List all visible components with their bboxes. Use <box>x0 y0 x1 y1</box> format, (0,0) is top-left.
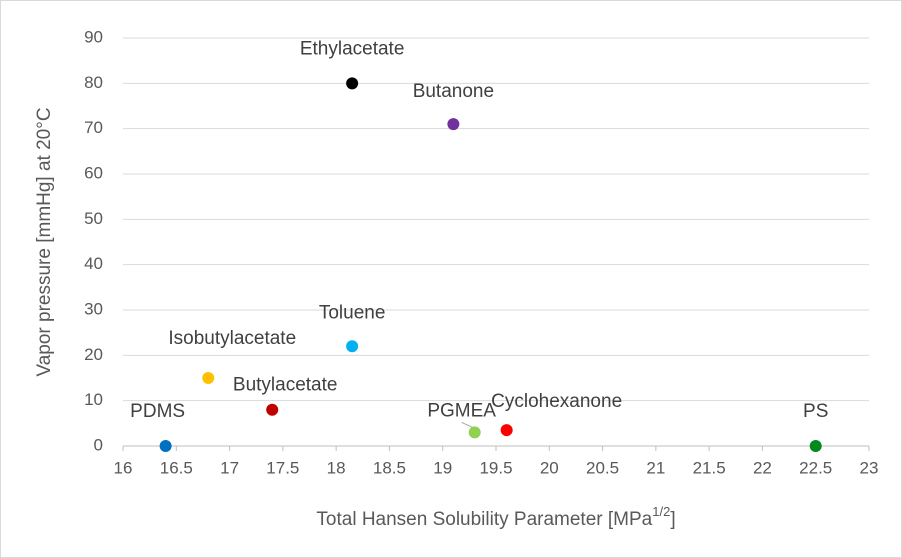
leader-line <box>461 421 473 428</box>
x-tick-label: 19 <box>433 458 452 477</box>
y-axis-title: Vapor pressure [mmHg] at 20°C <box>34 107 55 376</box>
x-tick-label: 18 <box>327 458 346 477</box>
point-label: Butylacetate <box>233 375 338 396</box>
y-tick-label: 0 <box>94 435 103 454</box>
point <box>159 440 172 452</box>
y-tick-label: 40 <box>84 254 103 273</box>
x-axis-title-main: Total Hansen Solubility Parameter [MPa <box>316 509 652 530</box>
y-tick-label: 60 <box>84 163 103 182</box>
x-tick-label: 21 <box>646 458 665 477</box>
x-axis-title-sup: 1/2 <box>652 504 670 519</box>
y-tick-label: 10 <box>84 390 103 409</box>
y-tick-label: 20 <box>84 345 103 364</box>
x-tick-label: 16.5 <box>160 458 193 477</box>
x-tick-label: 17.5 <box>266 458 299 477</box>
point-label: Isobutylacetate <box>168 328 296 349</box>
x-axis-title-end: ] <box>670 509 675 530</box>
point <box>468 426 481 439</box>
x-tick-label: 18.5 <box>373 458 406 477</box>
x-tick-label: 21.5 <box>693 458 726 477</box>
point <box>346 340 359 353</box>
point-label: PS <box>803 401 828 422</box>
point-label: Cyclohexanone <box>491 391 622 412</box>
x-tick-label: 17 <box>220 458 239 477</box>
y-tick-label: 30 <box>84 299 103 318</box>
y-tick-label: 50 <box>84 209 103 228</box>
point <box>447 118 460 131</box>
point <box>202 372 215 384</box>
x-tick-label: 22 <box>753 458 772 477</box>
x-tick-label: 23 <box>860 458 879 477</box>
point <box>809 440 822 452</box>
y-tick-label: 90 <box>84 27 103 46</box>
x-tick-label: 20.5 <box>586 458 619 477</box>
point <box>500 424 513 437</box>
y-tick-label: 70 <box>84 118 103 137</box>
y-tick-label: 80 <box>84 73 103 92</box>
point-label: Ethylacetate <box>300 38 405 59</box>
x-axis-title: Total Hansen Solubility Parameter [MPa1/… <box>316 504 675 530</box>
x-tick-label: 22.5 <box>799 458 832 477</box>
point <box>346 77 359 90</box>
point-label: Butanone <box>413 81 494 102</box>
x-tick-label: 20 <box>540 458 559 477</box>
point-label: PDMS <box>130 401 185 422</box>
x-tick-label: 16 <box>114 458 133 477</box>
x-tick-label: 19.5 <box>479 458 512 477</box>
point-label: PGMEA <box>427 400 496 421</box>
point <box>266 403 279 416</box>
point-label: Toluene <box>319 302 386 323</box>
